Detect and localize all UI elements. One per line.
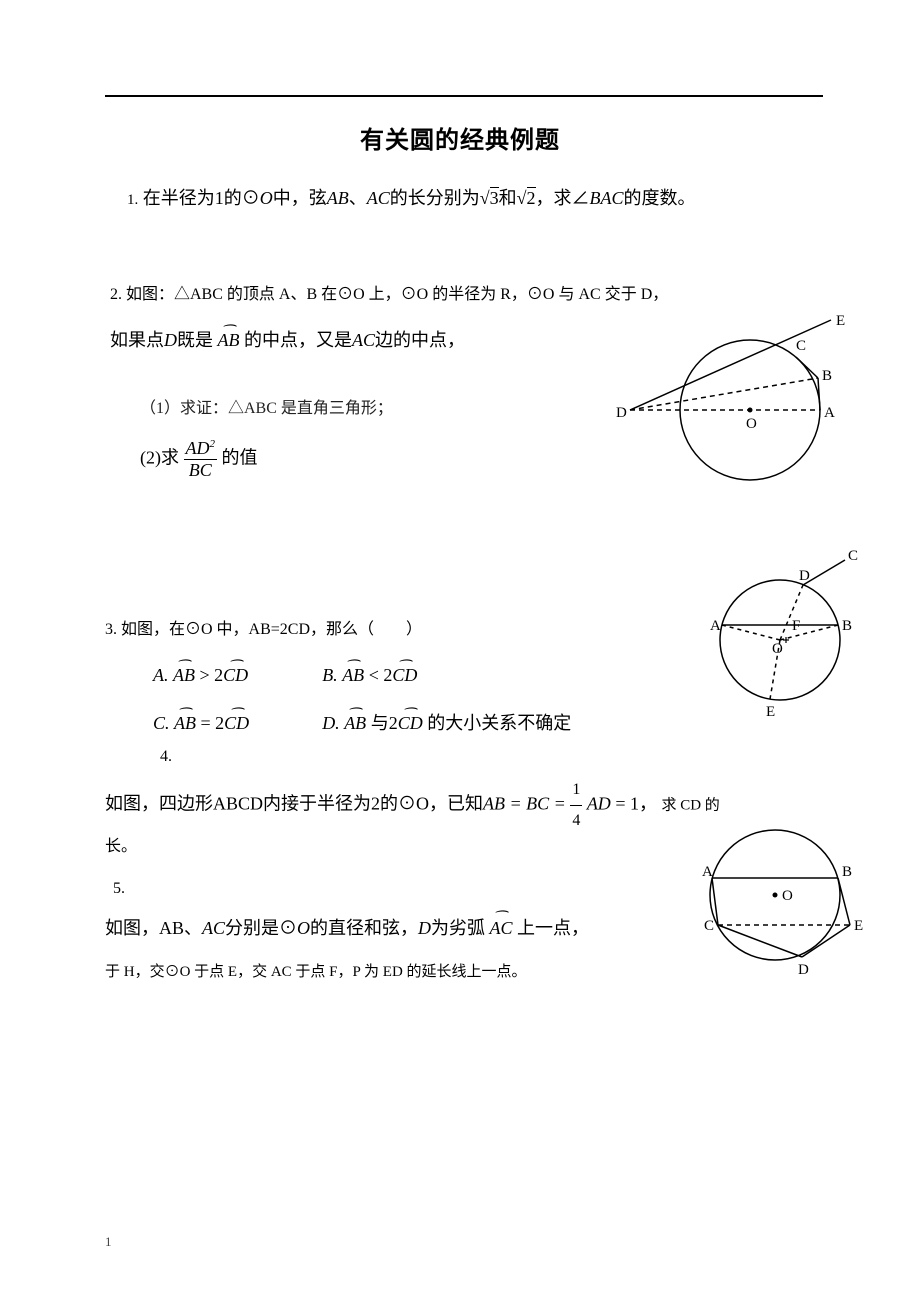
svg-text:B: B	[842, 618, 852, 634]
q3-stem: 3. 如图，在⊙O 中，AB=2CD，那么（ ）	[105, 615, 422, 639]
page-number: 1	[105, 1234, 112, 1250]
svg-text:B: B	[842, 864, 852, 880]
q2-fraction: AD2 BC	[184, 438, 218, 481]
figure-q3: A B C D E F O	[700, 540, 860, 740]
q1-f: ，求∠	[536, 188, 590, 208]
q2-ac: AC	[352, 330, 375, 350]
svg-text:B: B	[822, 368, 832, 384]
svg-text:A: A	[824, 405, 835, 421]
q2-arc-AB: AB	[218, 328, 240, 352]
page-title: 有关圆的经典例题	[0, 120, 920, 155]
svg-text:A: A	[702, 864, 713, 880]
q2-D: D	[164, 330, 177, 350]
q1-d: 的长分别为	[390, 188, 480, 208]
q5-num: 5.	[113, 880, 125, 898]
q1-O: O	[260, 188, 273, 208]
q1-c: 、	[349, 188, 367, 208]
q1-sqrt2: √2	[517, 187, 536, 208]
q1-e: 和	[499, 188, 517, 208]
q1-AB: AB	[327, 188, 349, 208]
q1-AC: AC	[367, 188, 390, 208]
q2-l2b: 既是	[177, 330, 213, 350]
svg-text:D: D	[616, 405, 627, 421]
q1-BAC: BAC	[590, 188, 624, 208]
q4-num: 4.	[160, 748, 172, 766]
svg-text:E: E	[766, 704, 775, 720]
q1-a: 在半径为1的⊙	[143, 188, 260, 208]
q1-num: 1.	[127, 192, 138, 208]
svg-text:O: O	[782, 888, 793, 904]
svg-text:E: E	[836, 313, 845, 329]
q2-line2: 如果点D既是 AB 的中点，又是AC边的中点，	[110, 328, 610, 352]
svg-text:D: D	[798, 962, 809, 978]
svg-text:O: O	[772, 641, 783, 657]
question-1: 1. 在半径为1的⊙O中，弦AB、AC的长分别为√3和√2，求∠BAC的度数。	[127, 184, 827, 214]
q3-C: C. AB = 2CD	[152, 700, 319, 746]
q2-sub1: （1）求证：△ABC 是直角三角形；	[140, 394, 393, 418]
q3-D: D. AB 与2CD 的大小关系不确定	[321, 700, 641, 746]
svg-text:E: E	[854, 918, 863, 934]
q5-line2: 于 H，交⊙O 于点 E，交 AC 于点 F，P 为 ED 的延长线上一点。	[105, 960, 527, 981]
q2-l2d: 边的中点，	[375, 330, 465, 350]
q1-sqrt3: √3	[480, 187, 499, 208]
q2-l2a: 如果点	[110, 330, 164, 350]
svg-text:C: C	[848, 548, 858, 564]
q4-line2: 长。	[105, 832, 137, 856]
q2-s2b: 的值	[222, 448, 258, 468]
q2-s2a: (2)求	[140, 448, 179, 468]
figure-q2: A B C D E O	[600, 300, 860, 490]
figure-q4q5: A B C D E O	[690, 810, 865, 990]
top-rule	[105, 95, 823, 97]
q1-g: 的度数。	[624, 188, 696, 208]
svg-text:O: O	[746, 416, 757, 432]
q1-b: 中，弦	[273, 188, 327, 208]
svg-text:D: D	[799, 568, 810, 584]
q2-l2c: 的中点，又是	[244, 330, 352, 350]
q4-frac: 1 4	[570, 775, 582, 836]
svg-text:A: A	[710, 618, 721, 634]
svg-text:C: C	[704, 918, 714, 934]
svg-text:C: C	[796, 338, 806, 354]
q5-line1: 如图，AB、AC分别是⊙O的直径和弦，D为劣弧 AC 上一点，	[105, 914, 745, 940]
svg-text:F: F	[792, 618, 800, 634]
q3-B: B. AB < 2CD	[321, 652, 641, 698]
q2-sub2: (2)求 AD2 BC 的值	[140, 438, 258, 481]
q3-options: A. AB > 2CD B. AB < 2CD C. AB = 2CD D. A…	[150, 650, 643, 748]
